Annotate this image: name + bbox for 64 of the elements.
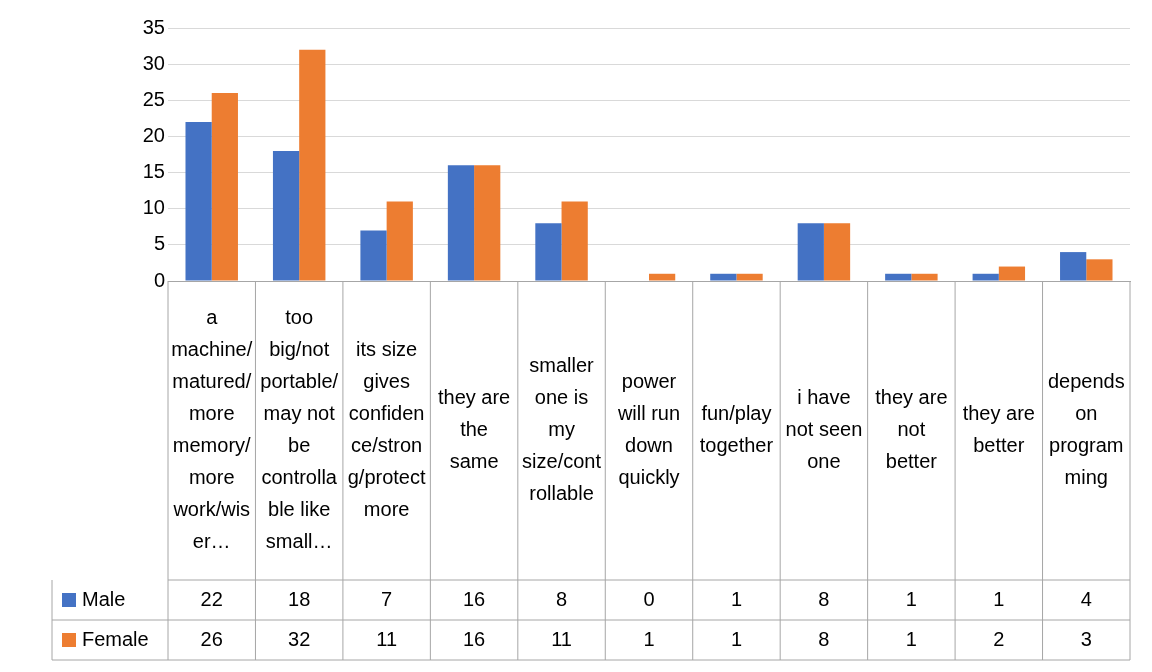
y-tick-label: 10 <box>142 196 165 219</box>
bar <box>649 273 676 281</box>
data-label: 4 <box>1080 587 1092 610</box>
bar <box>736 273 763 281</box>
data-label: 8 <box>818 627 830 650</box>
data-label: 11 <box>551 627 572 650</box>
y-tick-label: 35 <box>142 15 165 38</box>
y-tick-label: 5 <box>153 232 165 255</box>
bar <box>1086 259 1113 281</box>
legend-label: Female <box>82 627 149 650</box>
data-label: 1 <box>993 587 1005 610</box>
data-label: 32 <box>288 627 311 650</box>
data-label: 16 <box>462 587 486 610</box>
bar <box>911 273 938 281</box>
data-label: 1 <box>905 627 917 650</box>
data-label: 8 <box>555 587 568 610</box>
y-tick-label: 0 <box>153 268 165 291</box>
bar <box>474 165 501 281</box>
data-label: 1 <box>730 587 743 610</box>
y-tick-label: 30 <box>142 51 165 74</box>
data-label: 0 <box>643 587 655 610</box>
bar <box>823 223 851 281</box>
data-label: 3 <box>1080 627 1092 650</box>
x-tick-label: depends on programming <box>1047 370 1125 489</box>
data-label: 8 <box>818 587 830 610</box>
y-tick-label: 25 <box>142 87 165 110</box>
x-tick-label: they are better <box>962 402 1035 457</box>
y-tick-label: 15 <box>142 160 165 183</box>
bar <box>535 223 562 281</box>
bar <box>211 93 238 281</box>
bar <box>299 49 326 281</box>
bar <box>360 230 387 281</box>
bar <box>885 273 912 281</box>
data-label: 16 <box>462 627 486 650</box>
data-label: 11 <box>376 627 398 650</box>
x-tick-label: a machine/matured/more memory/more work/wiser… <box>171 306 253 553</box>
bar <box>972 273 999 281</box>
data-label: 1 <box>730 627 743 650</box>
x-tick-label: i have not seen one <box>785 386 863 473</box>
data-label: 22 <box>200 587 223 610</box>
bar <box>272 150 300 281</box>
bar <box>386 201 413 281</box>
data-label: 2 <box>993 627 1005 650</box>
bar <box>797 223 824 281</box>
bar <box>998 266 1026 281</box>
data-label: 26 <box>200 627 223 650</box>
x-tick-label: smaller one is my size/controllable <box>522 354 602 505</box>
x-tick-label: they are the same <box>437 386 511 473</box>
bar <box>185 121 212 281</box>
y-tick-label: 20 <box>142 123 165 146</box>
legend-label: Male <box>82 587 126 610</box>
x-tick-label: power will run down quickly <box>616 370 681 489</box>
data-label: 18 <box>288 587 311 610</box>
x-tick-label: too big/not portable/may not be controllable like small… <box>260 306 339 553</box>
bar <box>1060 252 1087 281</box>
data-label: 7 <box>381 587 393 610</box>
bar <box>710 273 737 281</box>
x-tick-label: they are not better <box>875 386 948 473</box>
data-label: 1 <box>643 627 655 650</box>
data-label: 1 <box>905 587 917 610</box>
x-tick-label: fun/play together <box>699 402 774 457</box>
x-tick-label: its size gives confidence/strong/protect more <box>347 338 426 521</box>
bar <box>447 165 475 281</box>
bar <box>561 201 588 281</box>
